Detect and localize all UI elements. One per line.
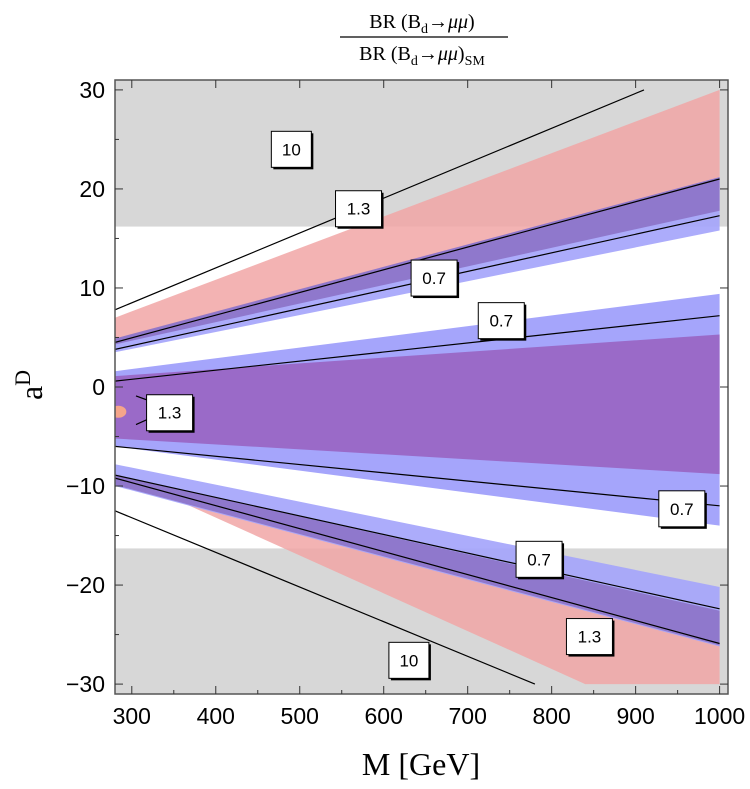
contour-label-text: 0.7	[422, 269, 446, 288]
contour-label-bg	[146, 394, 194, 432]
contour-label-text: 1.3	[158, 404, 182, 423]
title-denominator: BR (Bd→μμ)SM	[359, 43, 485, 69]
contour-label-bg	[410, 259, 458, 297]
contour-label-8: 1.3	[146, 394, 195, 433]
contour-label-4: 0.7	[658, 490, 707, 529]
contour-label-text: 10	[282, 140, 301, 159]
x-tick-label: 1000	[694, 703, 745, 729]
purple-center	[115, 334, 720, 475]
x-tick-label: 700	[448, 703, 486, 729]
y-tick-label: 30	[79, 77, 105, 103]
red-band-upper	[115, 89, 720, 346]
contour-label-bg	[477, 302, 525, 340]
contour-line-0-7-3	[115, 315, 720, 382]
contour-label-6: 1.3	[565, 618, 615, 657]
y-axis-label: aD	[10, 370, 49, 400]
contour-label-2: 0.7	[410, 259, 460, 299]
contour-label-bg	[658, 490, 706, 528]
contour-label-bg	[270, 130, 312, 168]
contour-line-1-3-6	[115, 477, 720, 645]
y-tick-label: 20	[79, 176, 105, 202]
x-tick-label: 500	[281, 703, 319, 729]
x-tick-label: 300	[113, 703, 151, 729]
chart-title: BR (Bd→μμ) BR (Bd→μμ)SM	[340, 11, 508, 69]
contour-label-text: 0.7	[670, 500, 694, 519]
contour-line-0-7-5	[115, 474, 720, 610]
contour-label-1: 1.3	[335, 190, 384, 229]
contour-labels: 10 1.3 0.7 0.7 0.7 0.7 1.3 10 1.3	[146, 130, 707, 681]
contour-label-bg	[565, 618, 613, 656]
orange-spot	[115, 405, 127, 418]
contour-label-text: 10	[399, 651, 418, 670]
contour-label-3: 0.7	[477, 302, 527, 341]
contour-label-bg	[335, 190, 383, 228]
x-tick-label: 400	[197, 703, 235, 729]
x-tick-label: 900	[616, 703, 654, 729]
y-tick-label: 0	[92, 374, 105, 400]
contour-line-0-7-4	[115, 445, 720, 507]
y-axis-ticks: 30 20 10 0 −10 −20 −30	[66, 77, 728, 697]
contour-label-bg	[388, 641, 430, 679]
contour-label-text: 0.7	[527, 550, 551, 569]
contour-label-7: 10	[388, 641, 431, 681]
contour-label-0: 10	[270, 130, 314, 170]
x-tick-label: 800	[532, 703, 570, 729]
x-axis-label: M [GeV]	[362, 746, 480, 782]
contour-label-bg	[515, 540, 563, 578]
contour-label-text: 1.3	[347, 200, 371, 219]
y-tick-label: −30	[66, 671, 105, 697]
x-tick-label: 600	[365, 703, 403, 729]
y-tick-label: −20	[66, 572, 105, 598]
contour-label-text: 0.7	[489, 312, 513, 331]
x-axis-ticks: 300 400 500 600 700 800 900 1000	[113, 80, 745, 729]
y-tick-label: −10	[66, 473, 105, 499]
contour-line-10-7	[115, 510, 536, 685]
y-tick-label: 10	[79, 275, 105, 301]
contour-label-5: 0.7	[515, 540, 565, 580]
plot-area	[115, 80, 728, 694]
contour-label-text: 1.3	[578, 628, 602, 647]
title-numerator: BR (Bd→μμ)	[369, 11, 474, 37]
